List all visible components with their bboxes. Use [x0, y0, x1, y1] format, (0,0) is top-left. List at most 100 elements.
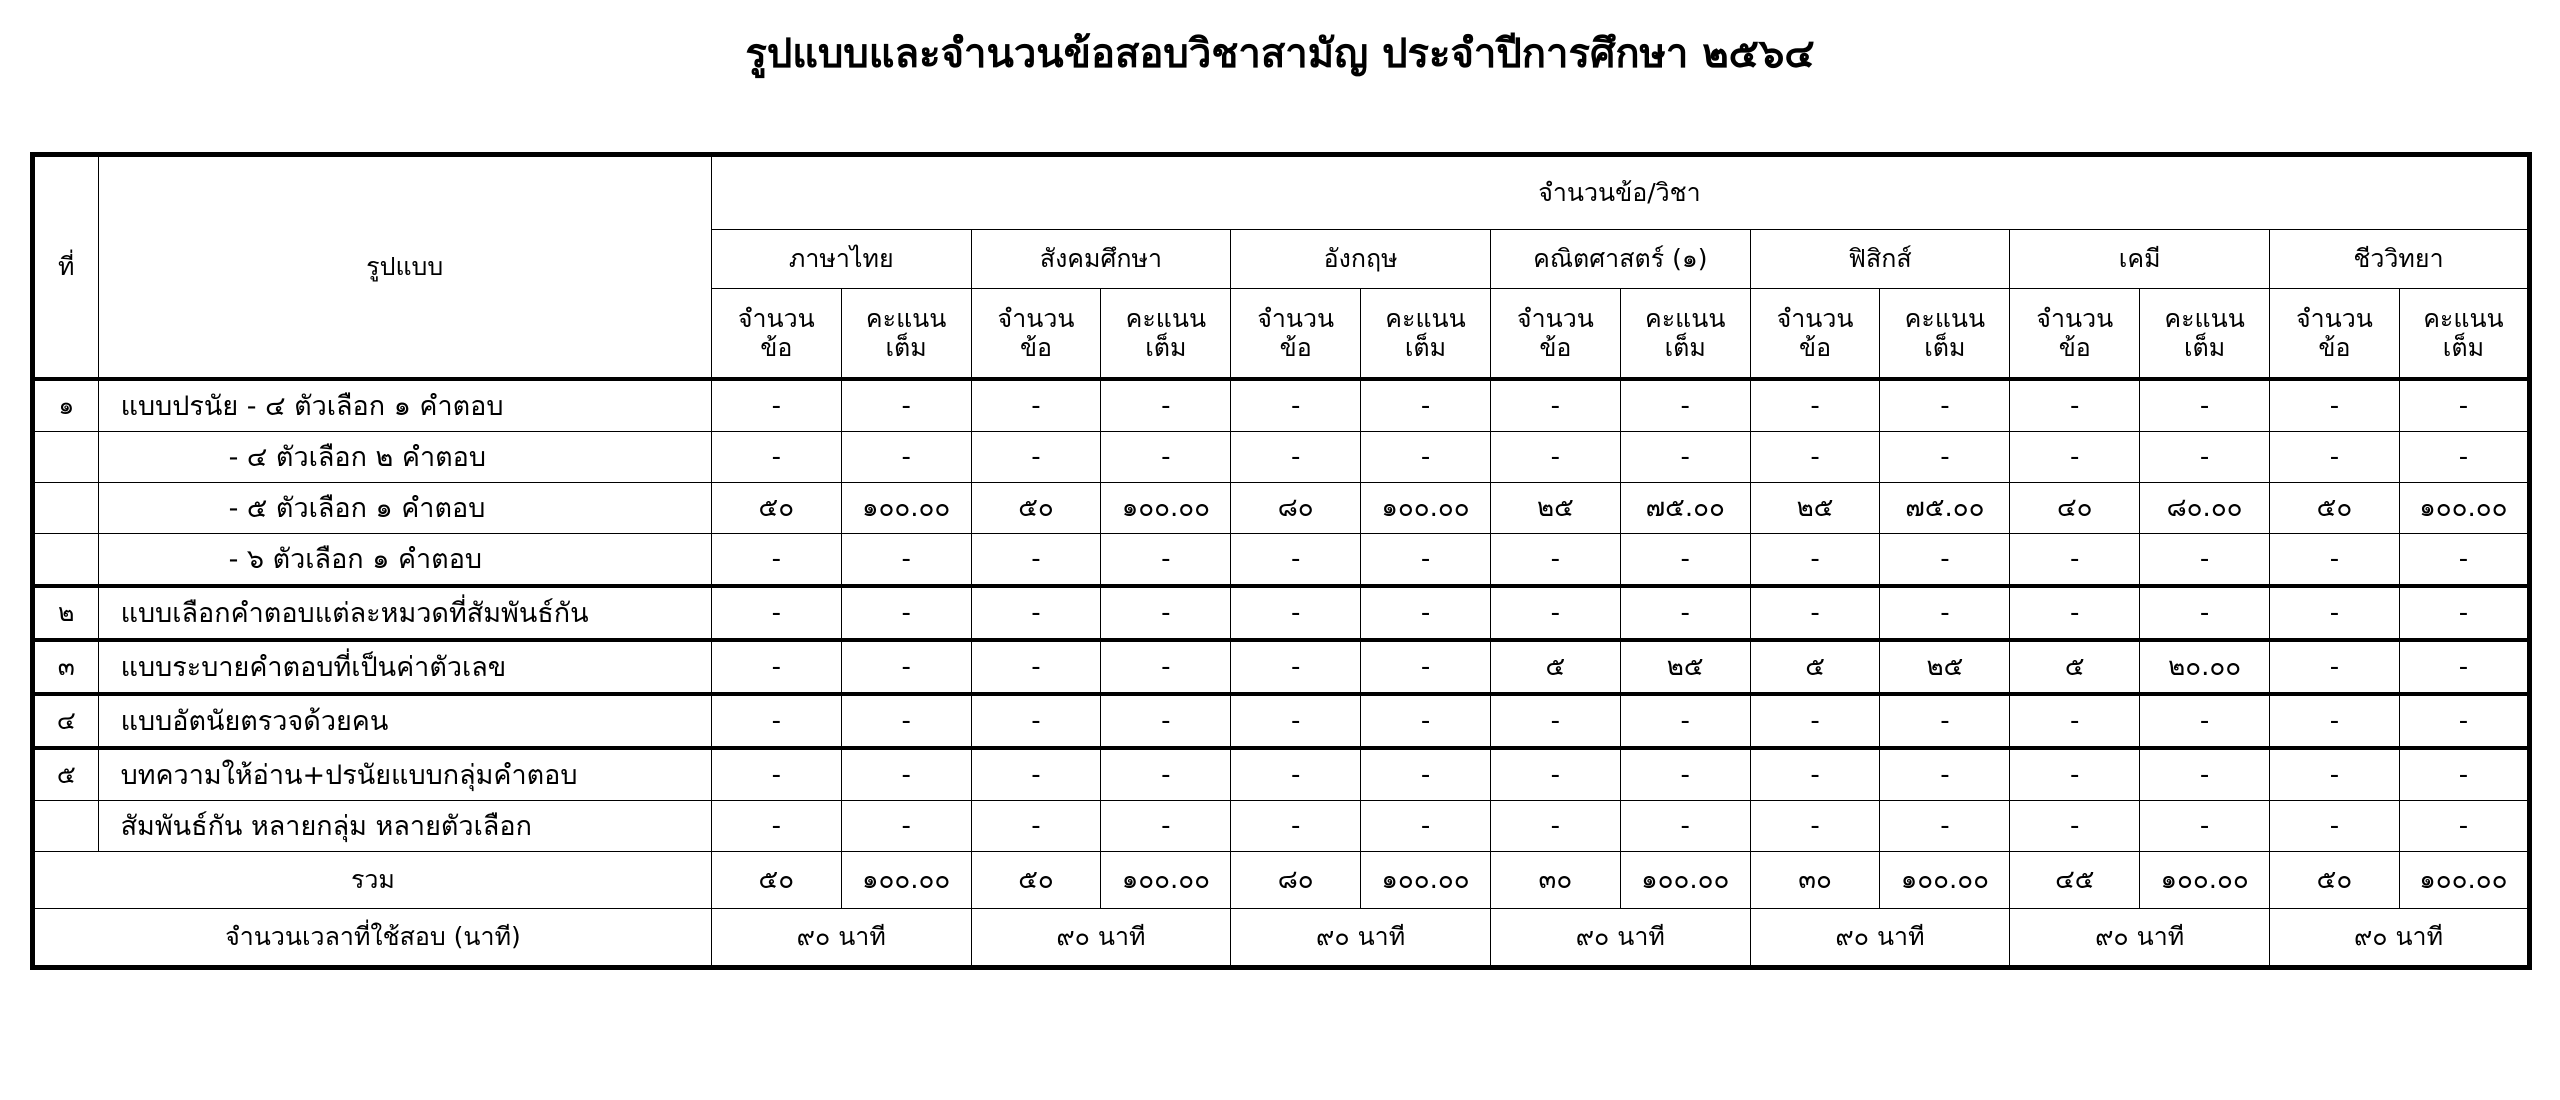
- cell-value: -: [1879, 800, 2011, 852]
- cell-value: ๑๐๐.๐๐: [1100, 482, 1232, 534]
- cell-value: -: [1360, 584, 1491, 641]
- cell-text: -: [1161, 811, 1171, 841]
- cell-value: -: [1360, 638, 1491, 695]
- header-metric-score-6: คะแนน เต็ม: [2139, 288, 2271, 380]
- metric-line2: ข้อ: [1019, 333, 1053, 362]
- cell-value: -: [1749, 692, 1881, 749]
- cell-value: ๘๐.๐๐: [2139, 482, 2271, 534]
- cell-value: -: [1100, 533, 1232, 587]
- cell-text: -: [2329, 598, 2340, 628]
- cell-value: -: [1749, 431, 1881, 483]
- total-cell-value: ๕๐: [710, 851, 842, 909]
- cell-value: -: [1230, 692, 1362, 749]
- cell-text: ๕: [2064, 652, 2085, 682]
- cell-text: -: [1290, 544, 1301, 574]
- cell-text: -: [2199, 706, 2210, 736]
- cell-value: -: [840, 692, 972, 749]
- cell-text: -: [1680, 760, 1690, 790]
- cell-text: -: [2070, 706, 2080, 736]
- cell-value: -: [2398, 377, 2531, 432]
- cell-value: ๕: [2009, 638, 2141, 695]
- cell-value: -: [970, 533, 1102, 587]
- cell-text: -: [1810, 706, 1820, 736]
- row-number: [32, 431, 99, 483]
- cell-text: ๓๐: [1798, 865, 1832, 895]
- cell-text: ๑๐๐.๐๐: [862, 865, 951, 895]
- cell-text: -: [1810, 598, 1820, 628]
- row-number: [32, 482, 99, 534]
- header-metric-count-3: จำนวน ข้อ: [1230, 288, 1362, 380]
- cell-value: -: [1100, 638, 1232, 695]
- cell-value: ๑๐๐.๐๐: [840, 482, 972, 534]
- time-cell-7: ๙๐ นาที: [2269, 908, 2530, 968]
- header-metric-score-7: คะแนน เต็ม: [2398, 288, 2531, 380]
- cell-value: -: [2269, 800, 2400, 852]
- cell-value: -: [710, 431, 842, 483]
- cell-text: -: [2070, 811, 2080, 841]
- cell-text: ๒๐.๐๐: [2168, 652, 2242, 682]
- cell-text: -: [2199, 544, 2210, 574]
- header-group-count-per-subject: จำนวนข้อ/วิชา: [710, 154, 2531, 230]
- cell-text: -: [1420, 391, 1431, 421]
- cell-value: -: [1100, 746, 1232, 801]
- cell-value: -: [840, 800, 972, 852]
- cell-text: -: [2329, 760, 2340, 790]
- cell-text: -: [1290, 811, 1301, 841]
- cell-value: -: [1360, 800, 1491, 852]
- cell-text: ๑๐๐.๐๐: [1381, 865, 1470, 895]
- header-metric-score-1: คะแนน เต็ม: [840, 288, 972, 380]
- cell-value: -: [710, 800, 842, 852]
- cell-value: -: [970, 377, 1102, 432]
- cell-text: ๔๕: [2055, 865, 2095, 895]
- cell-text: ๑๐๐.๐๐: [2160, 865, 2249, 895]
- total-cell-value: ๔๕: [2009, 851, 2141, 909]
- total-cell-value: ๑๐๐.๐๐: [1100, 851, 1232, 909]
- cell-text: -: [2329, 706, 2340, 736]
- header-row-group: ที่ รูปแบบ จำนวนข้อ/วิชา: [32, 154, 2531, 380]
- header-metric-count-5: จำนวน ข้อ: [1749, 288, 1881, 380]
- table-head: ที่ รูปแบบ จำนวนข้อ/วิชา ภาษาไทย สังคมศึก…: [32, 154, 2531, 380]
- row-format-label: แบบปรนัย - ๔ ตัวเลือก ๑ คำตอบ: [97, 377, 712, 432]
- table-row: - ๔ ตัวเลือก ๒ คำตอบ - - - - - - - - - - - - - -: [32, 431, 2531, 483]
- cell-text: -: [1680, 391, 1690, 421]
- header-row-metrics: จำนวน ข้อ คะแนน เต็ม จำนวน ข้อ คะแนน เต็ม จำนวนข…: [33, 288, 2531, 380]
- cell-text: -: [1420, 598, 1431, 628]
- cell-text: -: [1810, 760, 1820, 790]
- total-cell-value: ๕๐: [2269, 851, 2400, 909]
- cell-text: -: [901, 652, 911, 682]
- format-text: - ๖ ตัวเลือก ๑ คำตอบ: [228, 543, 483, 575]
- cell-text: -: [2329, 391, 2340, 421]
- header-subject-7: ชีววิทยา: [2269, 229, 2530, 289]
- cell-text: -: [1940, 706, 1950, 736]
- cell-text: ๔๐: [2056, 493, 2093, 523]
- row-number: ๕: [32, 746, 99, 801]
- row-number: ๑: [32, 377, 99, 432]
- cell-text: -: [1680, 706, 1690, 736]
- cell-text: ๘๐: [1277, 865, 1314, 895]
- cell-value: ๗๕.๐๐: [1879, 482, 2011, 534]
- time-cell-4: ๙๐ นาที: [1489, 908, 1751, 968]
- cell-text: ๑๐๐.๐๐: [1900, 865, 1990, 895]
- row-number: ๔: [32, 692, 99, 749]
- cell-value: -: [840, 584, 972, 641]
- cell-text: ๘๐.๐๐: [2166, 493, 2243, 523]
- cell-value: -: [1230, 431, 1362, 483]
- cell-text: -: [1550, 706, 1561, 736]
- cell-text: -: [2199, 811, 2210, 841]
- cell-text: ๗๕.๐๐: [1905, 493, 1985, 523]
- metric-line1: คะแนน: [865, 303, 947, 333]
- cell-text: ๕๐: [758, 865, 795, 895]
- row-format-label: สัมพันธ์กัน หลายกลุ่ม หลายตัวเลือก: [97, 800, 712, 852]
- table-row: ๓ แบบระบายคำตอบที่เป็นค่าตัวเลข - - - - - - ๕ ๒๕ ๕…: [32, 638, 2531, 695]
- format-text: - ๕ ตัวเลือก ๑ คำตอบ: [228, 492, 486, 524]
- metric-line2: เต็ม: [2442, 333, 2485, 362]
- cell-value: -: [1489, 692, 1621, 749]
- cell-text: -: [2458, 706, 2469, 736]
- cell-value: ๕๐: [970, 482, 1102, 534]
- cell-value: -: [2139, 533, 2271, 587]
- cell-text: ๕๐: [2316, 865, 2353, 895]
- total-cell-value: ๑๐๐.๐๐: [1619, 851, 1751, 909]
- cell-text: -: [2458, 652, 2469, 682]
- cell-value: -: [970, 746, 1102, 801]
